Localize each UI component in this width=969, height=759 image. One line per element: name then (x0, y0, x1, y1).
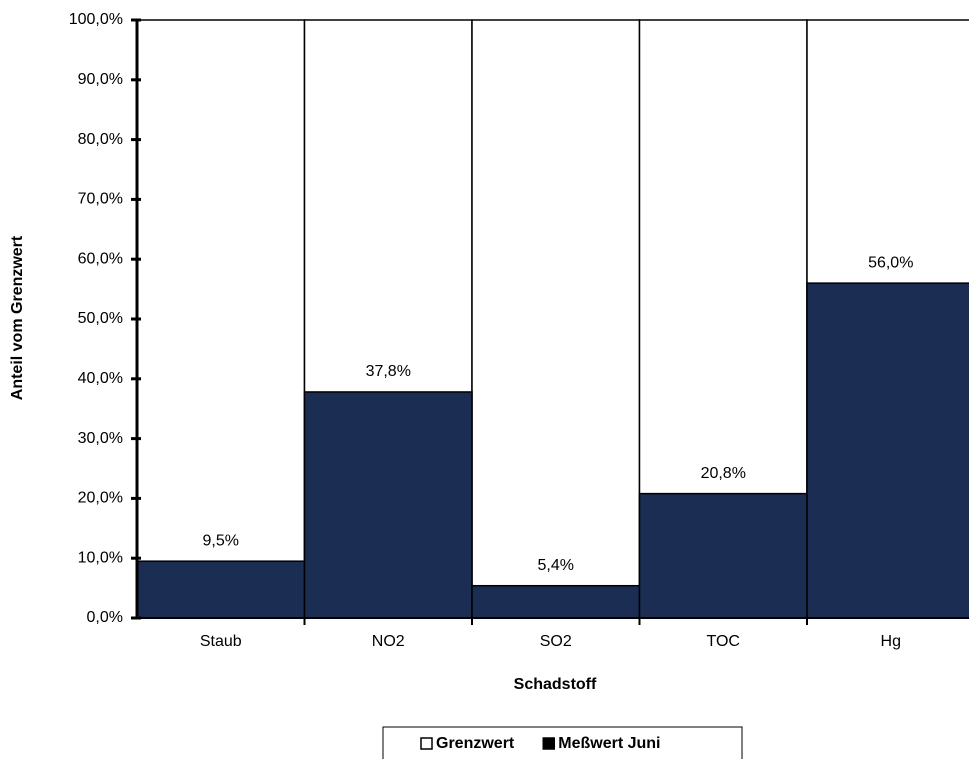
y-tick-label: 50,0% (78, 310, 123, 327)
x-tick-label: TOC (707, 633, 740, 650)
y-tick-label: 40,0% (78, 370, 123, 387)
y-axis-title: Anteil vom Grenzwert (9, 235, 26, 400)
legend-box (382, 726, 743, 759)
legend-label: Meßwert Juni (558, 735, 660, 752)
data-label: 9,5% (203, 532, 239, 549)
bar (136, 19, 306, 619)
legend-label: Grenzwert (436, 735, 515, 752)
y-tick-label: 0,0% (87, 609, 123, 626)
data-label: 37,8% (366, 363, 411, 380)
data-label: 20,8% (701, 465, 746, 482)
y-tick-label: 90,0% (78, 71, 123, 88)
bar (638, 492, 808, 619)
y-tick-label: 70,0% (78, 191, 123, 208)
y-tick-label: 30,0% (78, 430, 123, 447)
legend-swatch (420, 737, 433, 750)
data-label: 5,4% (538, 557, 574, 574)
y-tick-label: 10,0% (78, 549, 123, 566)
bar (806, 282, 969, 619)
legend-swatch (542, 737, 555, 750)
x-tick-label: NO2 (372, 633, 405, 650)
bar (136, 560, 306, 619)
data-label: 56,0% (868, 254, 913, 271)
bar (303, 391, 473, 619)
bar (471, 19, 641, 619)
x-tick-label: SO2 (540, 633, 572, 650)
bar (471, 584, 641, 619)
y-tick-label: 80,0% (78, 131, 123, 148)
y-tick-label: 100,0% (69, 11, 123, 28)
x-axis-title: Schadstoff (514, 676, 597, 693)
x-tick-label: Hg (881, 633, 901, 650)
y-tick-label: 60,0% (78, 250, 123, 267)
x-tick-label: Staub (200, 633, 242, 650)
y-tick-label: 20,0% (78, 490, 123, 507)
